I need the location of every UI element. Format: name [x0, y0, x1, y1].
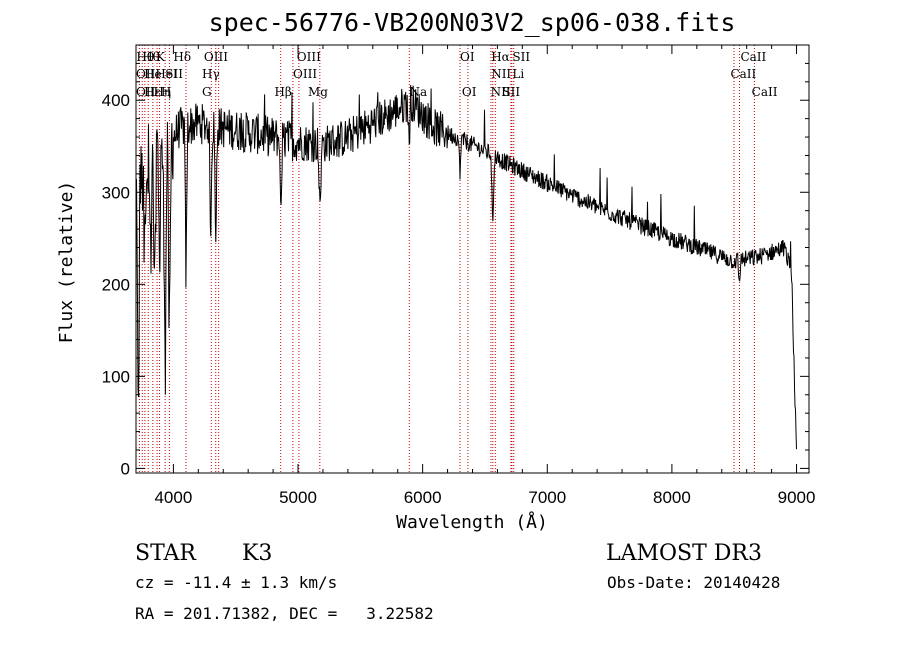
- x-tick-label-9000: 9000: [778, 488, 816, 507]
- line-label-mid-2: HeI: [155, 67, 178, 81]
- x-tick-label-4000: 4000: [154, 488, 192, 507]
- line-label-low-2: Hη: [153, 85, 171, 99]
- line-label-top-4: OIII: [204, 50, 228, 64]
- coordinates-text: RA = 201.71382, DEC = 3.22582: [135, 604, 434, 623]
- line-label-low-0: OII: [136, 85, 156, 99]
- line-label-mid-5: OIII: [293, 67, 317, 81]
- line-label-mid-3: SII: [165, 67, 183, 81]
- spectrum-series: [135, 84, 797, 450]
- line-label-mid-6: NII: [491, 67, 511, 81]
- y-tick-label-400: 400: [102, 91, 130, 110]
- line-label-mid-0: OII: [136, 67, 156, 81]
- line-label-mid-1: He: [144, 67, 162, 81]
- line-label-mid-7: Li: [512, 67, 524, 81]
- y-tick-label-100: 100: [102, 367, 130, 386]
- line-label-low-1: Hε: [144, 85, 161, 99]
- line-label-low-7: Na: [410, 85, 428, 99]
- object-subclass: K3: [242, 541, 272, 566]
- y-tick-label-300: 300: [102, 183, 130, 202]
- line-label-low-3: H: [161, 85, 171, 99]
- x-tick-label-6000: 6000: [404, 488, 442, 507]
- line-label-top-8: SII: [512, 50, 530, 64]
- line-label-top-6: OI: [460, 50, 475, 64]
- line-label-top-7: Hα: [491, 50, 510, 64]
- line-label-mid-4: Hγ: [202, 67, 220, 81]
- y-axis-ticks: 0 100 200 300 400: [102, 62, 809, 478]
- line-label-low-8: OI: [462, 85, 477, 99]
- x-axis-ticks: 4000 5000 6000 7000 8000 9000: [154, 45, 815, 507]
- chart-title: spec-56776-VB200N03V2_sp06-038.fits: [209, 8, 736, 37]
- line-label-low-5: Hβ: [274, 85, 291, 99]
- line-label-low-10: SII: [502, 85, 520, 99]
- flux-line: [135, 84, 797, 450]
- line-label-low-11: CaII: [752, 85, 778, 99]
- line-label-top-3: Hδ: [173, 50, 191, 64]
- line-label-low-4: G: [202, 85, 212, 99]
- line-label-top-2: K: [156, 50, 166, 64]
- line-label-top-0: Hθ: [136, 50, 154, 64]
- line-label-low-9: NII: [491, 85, 511, 99]
- object-type: STAR: [135, 541, 197, 566]
- y-tick-label-200: 200: [102, 275, 130, 294]
- line-label-mid-8: CaII: [730, 67, 756, 81]
- x-tick-label-7000: 7000: [528, 488, 566, 507]
- velocity-text: cz = -11.4 ± 1.3 km/s: [135, 573, 337, 592]
- y-axis-label: Flux (relative): [56, 181, 77, 344]
- line-label-top-9: CaII: [740, 50, 766, 64]
- line-label-top-1: Hθ: [142, 50, 160, 64]
- x-axis-label: Wavelength (Å): [396, 511, 548, 533]
- line-label-low-6: Mg: [308, 85, 328, 99]
- survey-name: LAMOST DR3: [606, 541, 762, 566]
- line-label-top-5: OIII: [297, 50, 321, 64]
- x-tick-label-5000: 5000: [279, 488, 317, 507]
- x-tick-label-8000: 8000: [653, 488, 691, 507]
- y-tick-label-0: 0: [121, 459, 130, 478]
- obs-date: Obs-Date: 20140428: [607, 573, 780, 592]
